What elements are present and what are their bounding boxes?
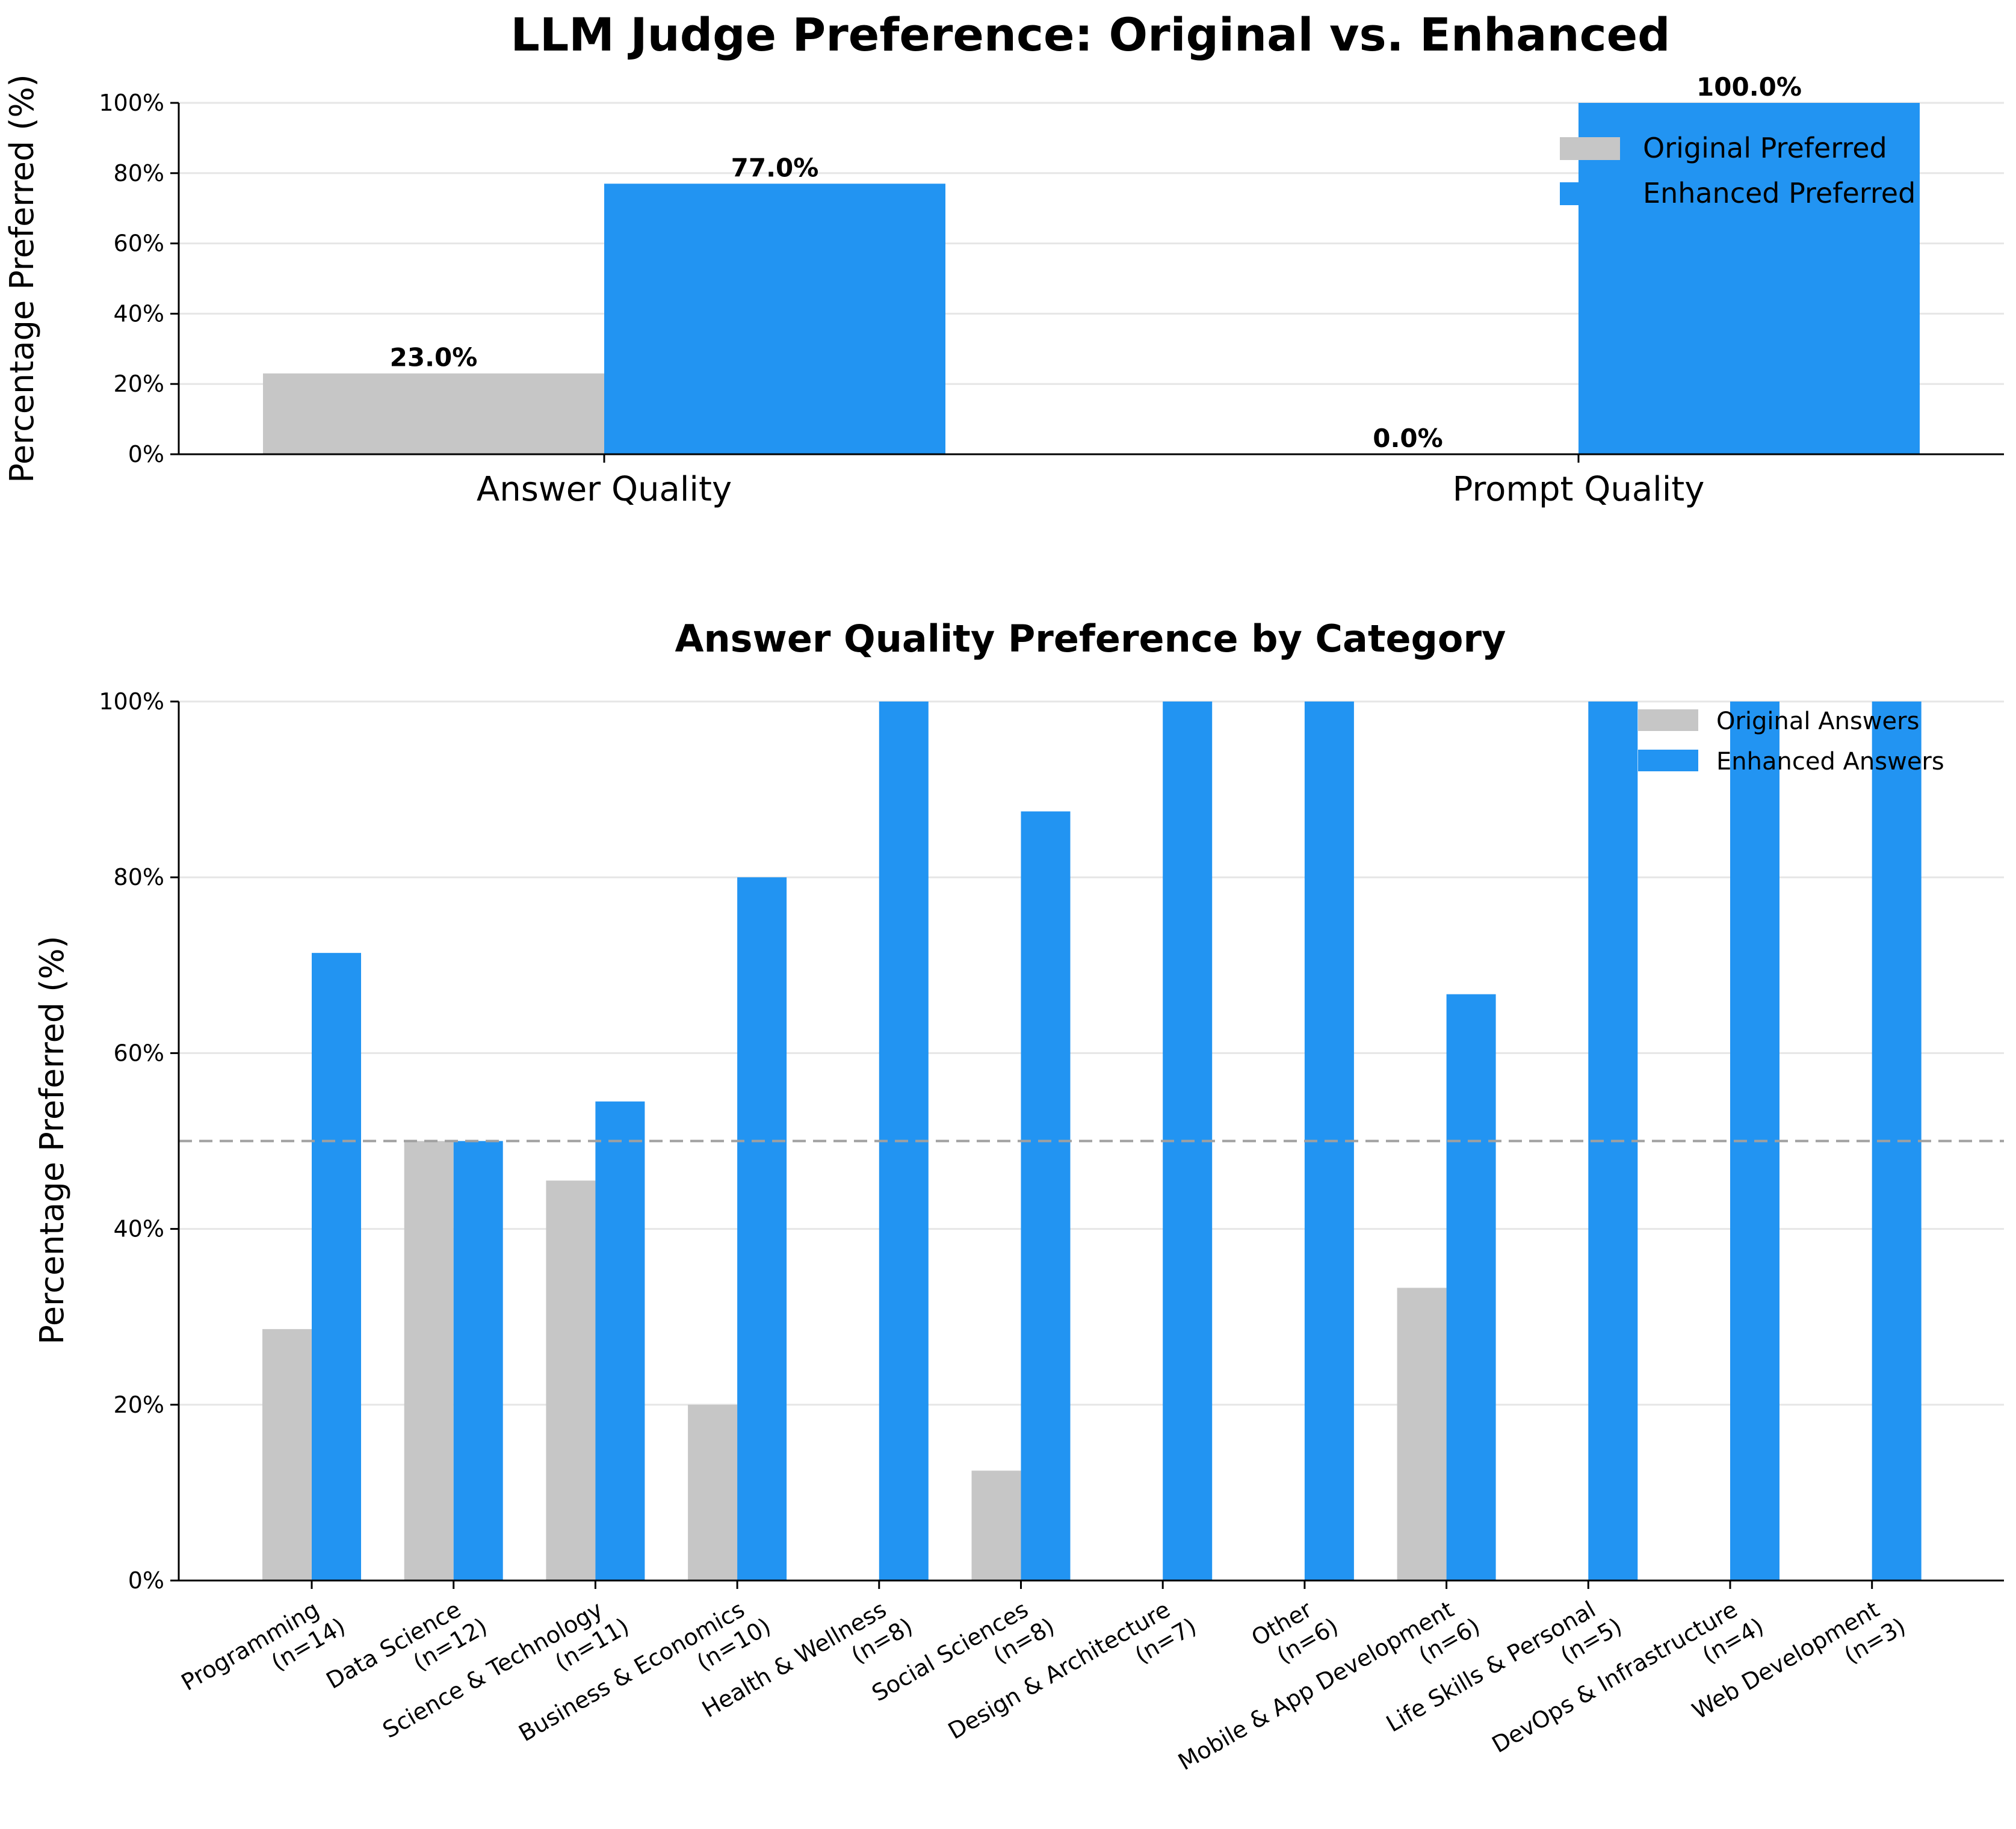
x-tick-label-name: Design & Architecture [944, 1596, 1175, 1745]
bar-original [688, 1404, 738, 1581]
x-tick-label: Design & Architecture(n=7) [944, 1596, 1201, 1745]
legend-label-original: Original Preferred [1643, 132, 1887, 164]
legend: Original Answers Enhanced Answers [1638, 708, 1944, 776]
bar-enhanced [604, 184, 945, 454]
y-tick-labels: 0% 20% 40% 60% 80% 100% [99, 688, 164, 1594]
x-tick-label: Other(n=6) [1247, 1596, 1343, 1668]
bar-original [262, 1329, 312, 1581]
bar-enhanced [312, 952, 361, 1581]
bar-enhanced [453, 1141, 503, 1581]
y-tick-label: 20% [114, 1392, 164, 1418]
y-tick-label: 20% [114, 371, 164, 397]
y-tick-label: 100% [99, 90, 164, 116]
legend-swatch-enhanced [1638, 750, 1698, 771]
x-tick-label: Social Sciences(n=8) [867, 1596, 1059, 1707]
y-tick-label: 0% [128, 441, 164, 467]
legend-swatch-original [1638, 709, 1698, 731]
data-label: 23.0% [390, 343, 478, 372]
data-label: 77.0% [731, 153, 819, 182]
bar-original [1397, 1288, 1447, 1581]
y-tick-label: 80% [114, 160, 164, 187]
axes [170, 700, 2004, 1589]
legend-swatch-enhanced [1560, 182, 1620, 205]
x-tick-labels: Answer Quality Prompt Quality [477, 470, 1704, 509]
y-axis-label: Percentage Preferred (%) [33, 936, 71, 1344]
x-tick-label: Answer Quality [477, 470, 732, 509]
data-labels: 23.0% 77.0% 0.0% 100.0% [390, 72, 1802, 453]
bar-enhanced [1446, 994, 1496, 1581]
x-tick-label: Programming(n=14) [177, 1596, 350, 1696]
y-tick-label: 60% [114, 1040, 164, 1066]
bar-enhanced [595, 1101, 645, 1581]
bar-original [404, 1141, 454, 1581]
bar-original [263, 373, 604, 454]
y-axis-label: Percentage Preferred (%) [3, 74, 41, 483]
x-tick-label: Prompt Quality [1453, 470, 1705, 509]
y-tick-label: 40% [114, 1216, 164, 1242]
bar-enhanced [1578, 103, 1920, 454]
chart-title: Answer Quality Preference by Category [675, 617, 1506, 661]
legend: Original Preferred Enhanced Preferred [1560, 132, 1916, 209]
bar-enhanced [737, 877, 787, 1581]
chart-overall-preference: LLM Judge Preference: Original vs. Enhan… [3, 8, 2004, 509]
bar-original [546, 1180, 596, 1581]
data-label: 0.0% [1373, 424, 1442, 453]
y-tick-label: 0% [128, 1567, 164, 1594]
y-tick-label: 80% [114, 864, 164, 890]
x-tick-label-name: Business & Economics [514, 1596, 749, 1747]
chart-category-preference: Answer Quality Preference by Category 0%… [33, 617, 2004, 1775]
axes [170, 102, 2004, 463]
bars [263, 103, 1920, 454]
legend-label-enhanced: Enhanced Preferred [1643, 177, 1916, 209]
y-tick-label: 60% [114, 230, 164, 257]
bar-enhanced [1021, 811, 1071, 1581]
y-tick-labels: 0% 20% 40% 60% 80% 100% [99, 90, 164, 467]
data-label: 100.0% [1696, 72, 1802, 102]
legend-label-enhanced: Enhanced Answers [1716, 748, 1944, 776]
bar-original [971, 1470, 1021, 1581]
chart-title: LLM Judge Preference: Original vs. Enhan… [510, 8, 1670, 61]
x-tick-labels: Programming(n=14)Data Science(n=12)Scien… [177, 1596, 1910, 1775]
legend-swatch-original [1560, 137, 1620, 160]
legend-label-original: Original Answers [1716, 708, 1919, 735]
y-tick-label: 40% [114, 300, 164, 327]
y-tick-label: 100% [99, 688, 164, 715]
